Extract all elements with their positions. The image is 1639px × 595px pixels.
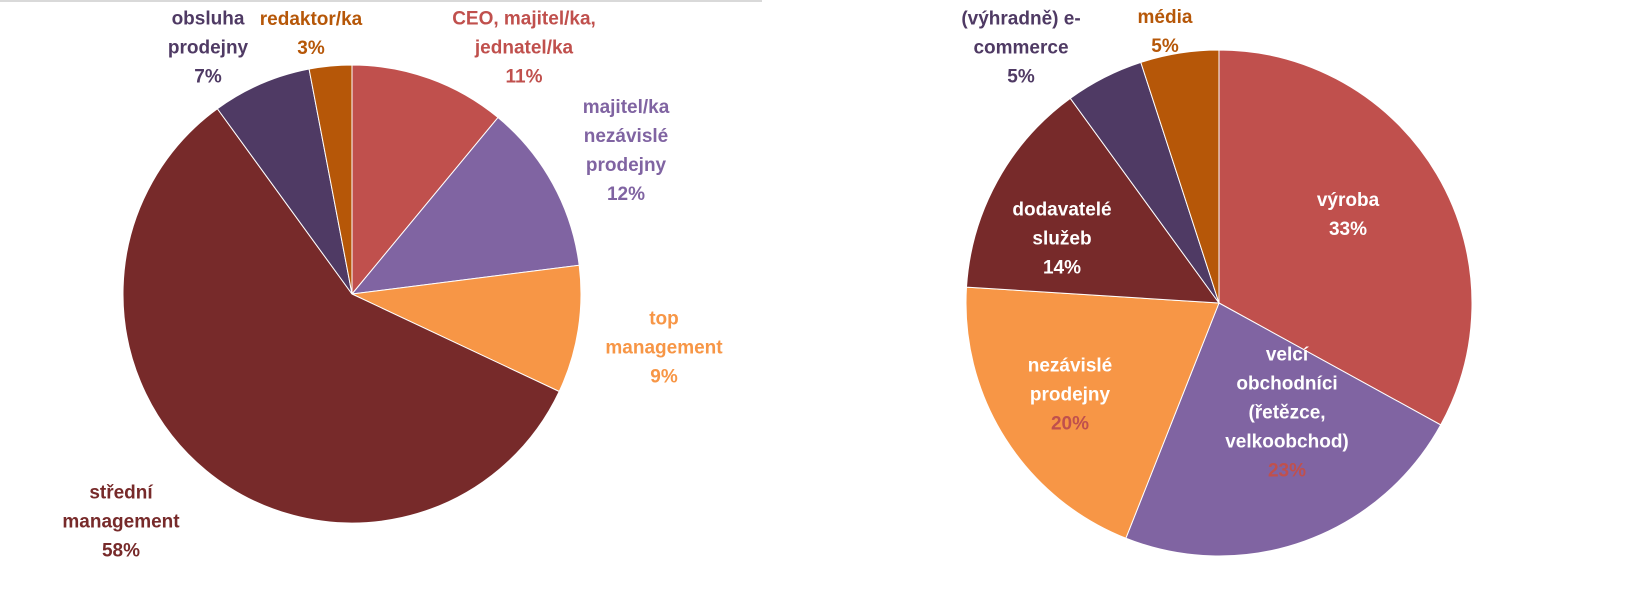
slice-label: majitel/ka nezávislé prodejny xyxy=(582,97,670,176)
slice-label: dodavatelé služeb xyxy=(1012,199,1112,250)
pie1-slice-majitel-ka-nezavisle-prodejny xyxy=(350,116,580,295)
pie2-data-label-vyhradne-e-commerce: (výhradně) e-commerce 5% xyxy=(961,5,1080,92)
pie2-slice-media xyxy=(1140,49,1220,304)
pie1-slice-ceo-majitel-ka-jednatel-ka xyxy=(351,64,499,296)
pie1-data-label-redaktor-ka: redaktor/ka 3% xyxy=(260,5,362,63)
slice-value: 23% xyxy=(1267,460,1307,482)
pie1-slice-stredni-management xyxy=(122,108,560,524)
pie1-data-label-top-management: top management 9% xyxy=(605,305,722,392)
slice-label: (výhradně) e-commerce xyxy=(961,8,1081,59)
pie1-slice-top-management xyxy=(350,264,582,393)
slice-value: 9% xyxy=(650,366,678,388)
slice-value: 5% xyxy=(1007,66,1035,88)
pie2-slice-dodavatele-sluzeb xyxy=(965,97,1221,304)
slice-label: výroba xyxy=(1316,190,1380,211)
pie1-data-label-ceo-majitel-ka-jednatel-ka: CEO, majitel/ka, jednatel/ka 11% xyxy=(452,5,596,92)
pie2-data-label-nezavisle-prodejny: nezávislé prodejny 20% xyxy=(1028,352,1113,439)
slice-value: 58% xyxy=(101,540,141,562)
slice-label: top management xyxy=(605,308,723,359)
slice-value: 3% xyxy=(297,38,325,59)
slice-label: CEO, majitel/ka, jednatel/ka xyxy=(452,8,596,59)
pie1-data-label-obsluha-prodejny: obsluha prodejny 7% xyxy=(168,5,248,92)
slice-label: obsluha prodejny xyxy=(167,8,249,59)
slice-value: 5% xyxy=(1151,36,1179,57)
pie1-data-label-stredni-management: střední management 58% xyxy=(62,479,179,566)
pie2-data-label-vyroba: výroba 33% xyxy=(1317,186,1379,244)
pie1-slice-redaktor-ka xyxy=(308,64,353,295)
slice-value: 7% xyxy=(194,66,222,88)
slice-value: 14% xyxy=(1042,257,1082,279)
slice-label: nezávislé prodejny xyxy=(1027,355,1113,406)
slice-label: média xyxy=(1137,7,1193,28)
pie2-slice-nezavisle-prodejny xyxy=(965,286,1220,539)
pie2-data-label-velci-obchodnici-retezce-velkoobchod: velcí obchodníci (řetězce, velkoobchod) 23% xyxy=(1225,341,1349,486)
pie1-data-label-majitel-ka-nezavisle-prodejny: majitel/ka nezávislé prodejny 12% xyxy=(583,93,670,209)
slice-label: velcí obchodníci (řetězce, velkoobchod) xyxy=(1225,344,1349,453)
top-divider-line xyxy=(0,0,762,2)
slice-value: 12% xyxy=(606,184,646,205)
pie2-slice-velci-obchodnici-retezce-velkoobchod xyxy=(1125,302,1442,557)
slice-value: 11% xyxy=(505,66,543,88)
slice-value: 33% xyxy=(1328,219,1368,240)
slice-value: 20% xyxy=(1050,413,1090,435)
pie2-data-label-dodavatele-sluzeb: dodavatelé služeb 14% xyxy=(1012,196,1111,283)
pie2-data-label-media: média 5% xyxy=(1138,3,1193,61)
pie2-slice-vyroba xyxy=(1218,49,1473,426)
slice-label: střední management xyxy=(62,482,180,533)
slice-label: redaktor/ka xyxy=(259,9,363,30)
